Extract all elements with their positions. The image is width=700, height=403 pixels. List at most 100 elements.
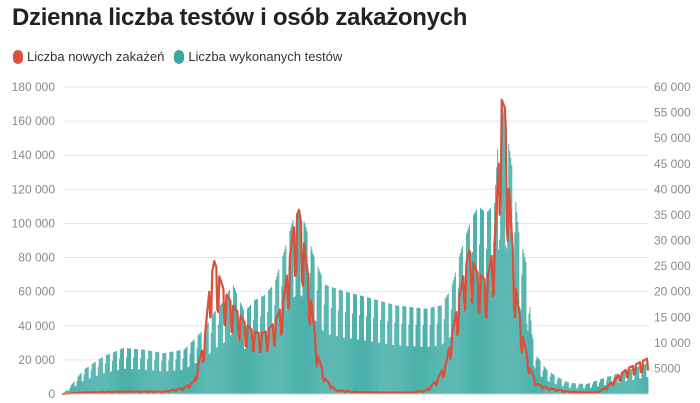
tests-bar (454, 272, 456, 394)
tests-bar (493, 242, 495, 394)
tests-bar (97, 366, 99, 394)
tests-bar (619, 382, 621, 394)
tests-bar (528, 313, 530, 394)
tests-bar (302, 253, 304, 394)
tests-bar (287, 308, 289, 394)
tests-bar (203, 342, 205, 394)
legend-item-tests[interactable]: Liczba wykonanych testów (174, 49, 342, 64)
tests-bar (411, 307, 413, 394)
tests-bar (612, 383, 614, 394)
tests-bar (89, 378, 91, 394)
tests-bar (247, 308, 248, 394)
tests-bar (398, 305, 400, 394)
tests-bar (121, 348, 122, 394)
tests-bar (221, 302, 223, 394)
tests-bar (140, 358, 142, 394)
tests-bar (231, 305, 233, 394)
tests-bar (243, 309, 244, 394)
tests-bar (539, 360, 541, 394)
tests-bar (210, 332, 212, 394)
tests-bar (477, 291, 478, 394)
tests-bar (603, 378, 605, 394)
legend-item-infections[interactable]: Liczba nowych zakażeń (13, 49, 164, 64)
tests-bar (544, 367, 546, 394)
tests-bar (87, 366, 89, 394)
right-tick-label: 35 000 (654, 208, 691, 222)
tests-bar (537, 357, 539, 394)
tests-bar (573, 383, 575, 394)
tests-bar (464, 268, 466, 394)
tests-bar (373, 318, 375, 394)
tests-bar (431, 307, 433, 394)
tests-bar (70, 385, 72, 394)
chart-legend: Liczba nowych zakażeń Liczba wykonanych … (13, 49, 352, 64)
tests-bar (549, 376, 551, 394)
tests-bar (633, 379, 635, 394)
tests-bar (92, 363, 94, 394)
tests-bar (339, 289, 341, 394)
tests-bar (361, 295, 362, 394)
tests-bar (98, 359, 100, 394)
tests-bar (255, 299, 257, 394)
tests-bar (181, 369, 183, 394)
tests-bar (236, 339, 238, 394)
tests-bar (320, 274, 322, 394)
tests-bar (424, 308, 426, 394)
tests-bar (246, 326, 247, 394)
tests-bar (389, 303, 391, 394)
tests-bar (118, 358, 120, 394)
tests-bar (490, 208, 492, 394)
tests-bar (292, 220, 294, 394)
tests-bar (216, 347, 218, 394)
tests-bar (433, 306, 435, 394)
tests-bar (295, 250, 297, 394)
tests-bar (615, 374, 617, 394)
tests-bar (499, 239, 501, 394)
tests-bar (475, 211, 476, 394)
tests-bar (627, 374, 629, 394)
tests-bar (182, 358, 184, 394)
tests-bar (187, 367, 189, 394)
tests-bar (474, 213, 475, 394)
tests-bar (456, 322, 458, 394)
tests-bar (311, 250, 313, 394)
tests-bar (380, 319, 382, 394)
tests-bar (644, 364, 646, 394)
tests-bar (434, 345, 436, 394)
tests-bar (155, 351, 157, 394)
tests-bar (340, 290, 342, 394)
chart-title: Dzienna liczba testów i osób zakażonych (12, 4, 468, 31)
tests-bar (214, 310, 216, 394)
tests-bar (564, 381, 566, 394)
tests-bar (641, 371, 643, 394)
tests-bar (593, 381, 594, 394)
tests-bar (587, 383, 589, 394)
right-tick-label: 30 000 (654, 234, 691, 248)
tests-bar (244, 348, 245, 394)
tests-bar (305, 227, 307, 394)
tests-bar (145, 369, 147, 394)
tests-bar (90, 370, 92, 394)
tests-bar (491, 291, 493, 394)
tests-bar (272, 334, 274, 394)
tests-bar (418, 307, 420, 394)
tests-bar (80, 372, 82, 394)
tests-bar (222, 343, 224, 394)
tests-bar (351, 313, 353, 394)
tests-bar (525, 261, 527, 394)
tests-bar (444, 298, 446, 394)
tests-bar (610, 375, 612, 394)
tests-bar (363, 296, 364, 394)
tests-bar (245, 348, 246, 394)
tests-bar (264, 295, 266, 394)
tests-series (63, 101, 649, 395)
tests-bar (473, 214, 474, 394)
tests-bar (300, 295, 302, 394)
tests-bar (621, 372, 623, 394)
tests-bar (112, 352, 114, 394)
tests-bar (417, 307, 419, 394)
tests-bar (399, 345, 401, 394)
tests-bar (204, 327, 206, 394)
tests-bar (574, 383, 576, 394)
tests-bar (426, 308, 428, 394)
